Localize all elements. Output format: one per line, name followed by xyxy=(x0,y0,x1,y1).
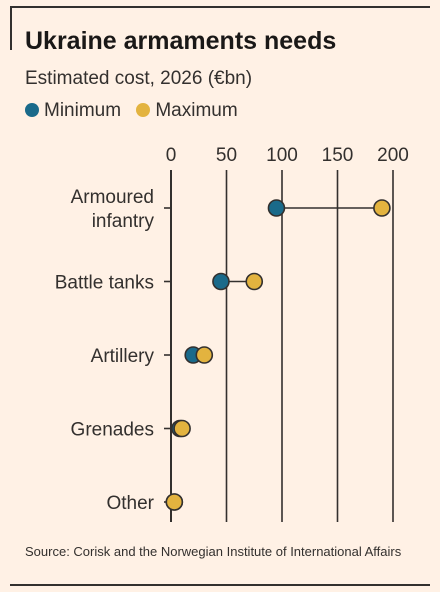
legend-label-maximum: Maximum xyxy=(155,100,238,121)
category-label: Artillery xyxy=(91,346,155,367)
x-tick-label-50: 50 xyxy=(216,145,237,166)
x-tick-label-150: 150 xyxy=(322,145,354,166)
point-minimum xyxy=(212,272,230,291)
point-maximum xyxy=(165,493,184,511)
x-tick-label-200: 200 xyxy=(377,145,409,166)
point-maximum xyxy=(173,419,191,438)
point-maximum xyxy=(245,272,264,291)
chart-title: Ukraine armaments needs xyxy=(25,27,337,55)
point-maximum xyxy=(195,346,214,364)
category-label: Grenades xyxy=(71,420,154,441)
x-axis-ticks: 0 50 100 150 200 xyxy=(166,145,409,166)
legend-item-minimum: Minimum xyxy=(25,100,121,122)
category-label: Other xyxy=(106,493,154,514)
category-label: Battle tanks xyxy=(55,273,154,294)
legend-item-maximum: Maximum xyxy=(136,100,238,122)
data-points xyxy=(165,199,391,511)
category-labels: Armoured infantry Battle tanks Artillery Gre… xyxy=(55,187,171,514)
legend-label-minimum: Minimum xyxy=(44,100,122,121)
x-tick-label-0: 0 xyxy=(166,145,177,166)
chart-subtitle: Estimated cost, 2026 (€bn) xyxy=(25,68,253,89)
point-maximum xyxy=(373,199,391,217)
top-border xyxy=(10,6,430,8)
left-accent-border xyxy=(10,6,12,50)
gridlines xyxy=(170,170,394,522)
legend: Minimum Maximum xyxy=(25,100,248,122)
x-tick-label-100: 100 xyxy=(266,145,298,166)
category-label: infantry xyxy=(92,211,155,232)
legend-swatch-minimum xyxy=(25,103,39,117)
legend-swatch-maximum xyxy=(136,103,151,117)
source-note: Source: Corisk and the Norwegian Institu… xyxy=(25,544,402,559)
bottom-border xyxy=(10,584,430,586)
category-label: Armoured xyxy=(71,187,154,208)
point-minimum xyxy=(267,199,286,217)
